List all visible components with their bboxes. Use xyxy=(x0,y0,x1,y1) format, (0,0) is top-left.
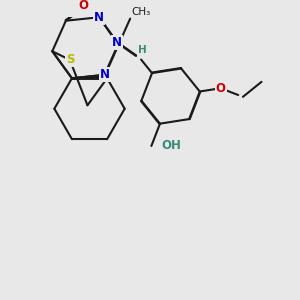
Text: S: S xyxy=(66,53,74,66)
Text: N: N xyxy=(100,68,110,81)
Text: H: H xyxy=(138,45,147,55)
Text: N: N xyxy=(94,11,104,24)
Text: N: N xyxy=(112,36,122,49)
Text: O: O xyxy=(79,0,88,12)
Text: OH: OH xyxy=(161,140,181,152)
Text: CH₃: CH₃ xyxy=(132,7,151,17)
Text: O: O xyxy=(216,82,226,95)
